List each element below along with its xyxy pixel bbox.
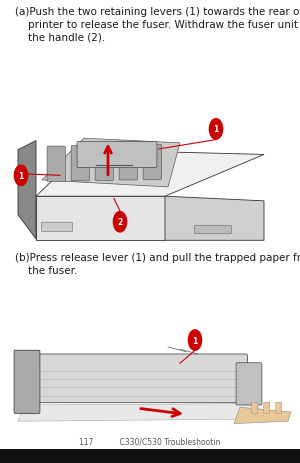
Polygon shape <box>36 197 165 241</box>
FancyBboxPatch shape <box>14 350 40 413</box>
Text: 1: 1 <box>18 171 24 181</box>
Text: 117           C330/C530 Troubleshootin: 117 C330/C530 Troubleshootin <box>79 437 221 445</box>
FancyBboxPatch shape <box>264 402 270 413</box>
Circle shape <box>209 119 223 140</box>
FancyBboxPatch shape <box>77 142 157 168</box>
FancyBboxPatch shape <box>42 223 72 232</box>
Text: the handle (2).: the handle (2). <box>15 33 105 43</box>
Text: 1: 1 <box>192 336 198 345</box>
FancyBboxPatch shape <box>71 146 89 181</box>
Polygon shape <box>18 404 270 421</box>
FancyBboxPatch shape <box>236 363 262 405</box>
FancyBboxPatch shape <box>95 146 113 181</box>
Text: (a)Push the two retaining levers (1) towards the rear of the: (a)Push the two retaining levers (1) tow… <box>15 7 300 17</box>
FancyBboxPatch shape <box>195 226 231 234</box>
Polygon shape <box>165 197 264 241</box>
FancyBboxPatch shape <box>47 147 65 182</box>
FancyBboxPatch shape <box>28 354 248 403</box>
Text: 2: 2 <box>117 218 123 227</box>
Polygon shape <box>234 407 291 424</box>
Text: printer to release the fuser. Withdraw the fuser unit using: printer to release the fuser. Withdraw t… <box>15 20 300 30</box>
Bar <box>0 449 300 463</box>
Polygon shape <box>42 139 180 188</box>
FancyBboxPatch shape <box>143 145 161 180</box>
FancyBboxPatch shape <box>119 145 137 181</box>
FancyBboxPatch shape <box>252 402 258 413</box>
Text: the fuser.: the fuser. <box>15 265 77 275</box>
Circle shape <box>113 212 127 232</box>
Text: 1: 1 <box>213 125 219 134</box>
Circle shape <box>14 166 28 186</box>
Circle shape <box>188 330 202 350</box>
Text: (b)Press release lever (1) and pull the trapped paper from: (b)Press release lever (1) and pull the … <box>15 252 300 263</box>
Polygon shape <box>18 141 36 239</box>
FancyBboxPatch shape <box>276 402 282 413</box>
Polygon shape <box>36 150 264 197</box>
